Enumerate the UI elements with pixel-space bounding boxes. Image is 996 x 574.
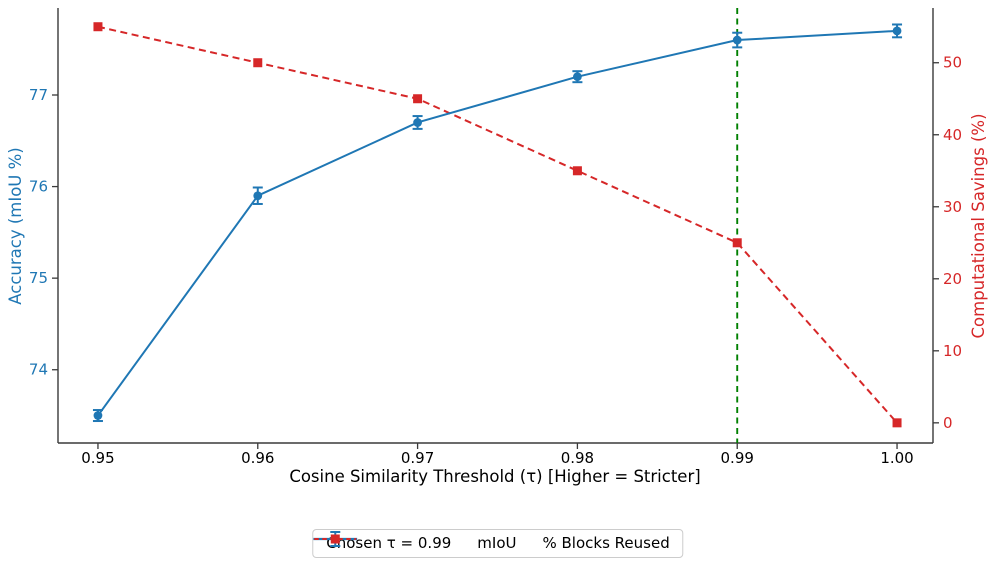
x-tick-label: 0.96 [241,449,274,467]
legend-label: Chosen τ = 0.99 [326,534,452,552]
legend: Chosen τ = 0.99 mIoU % Blocks Reused [312,529,684,558]
x-tick-label: 0.95 [81,449,114,467]
left-y-axis-label: Accuracy (mIoU %) [6,147,25,304]
right-y-tick-label: 50 [943,54,962,72]
legend-label: % Blocks Reused [542,534,670,552]
legend-label: mIoU [477,534,517,552]
data-point [732,35,742,45]
x-tick-label: 0.98 [561,449,594,467]
right-y-tick-label: 20 [943,270,962,288]
legend-item: mIoU [313,531,517,552]
left-y-tick-label: 74 [29,361,48,379]
right-y-tick-label: 10 [943,342,962,360]
data-point [892,26,902,36]
chart-plot: 0.95 0.96 0.97 0.98 0.99 1.00 74 75 76 77 0 10 20 30 4… [29,8,962,467]
left-y-tick-label: 77 [29,86,48,104]
x-axis-label: Cosine Similarity Threshold (τ) [Higher … [289,467,700,486]
right-y-tick-label: 40 [943,126,962,144]
series-line--blocks-reused [97,25,898,424]
data-point [253,58,263,68]
data-point [93,22,103,32]
data-point [573,72,582,82]
data-point [93,411,103,420]
right-y-tick-label: 0 [943,414,953,432]
data-point [413,118,422,127]
x-tick-label: 1.00 [880,449,913,467]
series-line-miou [97,29,898,417]
x-tick-label: 0.99 [721,449,754,467]
right-y-tick-label: 30 [943,198,962,216]
legend-swatch-dashed-square-line [314,534,357,544]
data-point [253,191,263,201]
left-y-tick-label: 75 [29,269,48,287]
data-point [732,238,742,248]
left-y-tick-label: 76 [29,178,48,196]
legend-item: % Blocks Reused [314,534,670,552]
data-point [892,418,902,428]
data-point [572,166,582,176]
x-tick-label: 0.97 [401,449,434,467]
right-y-axis-label: Computational Savings (%) [969,113,988,338]
data-point [413,94,423,104]
